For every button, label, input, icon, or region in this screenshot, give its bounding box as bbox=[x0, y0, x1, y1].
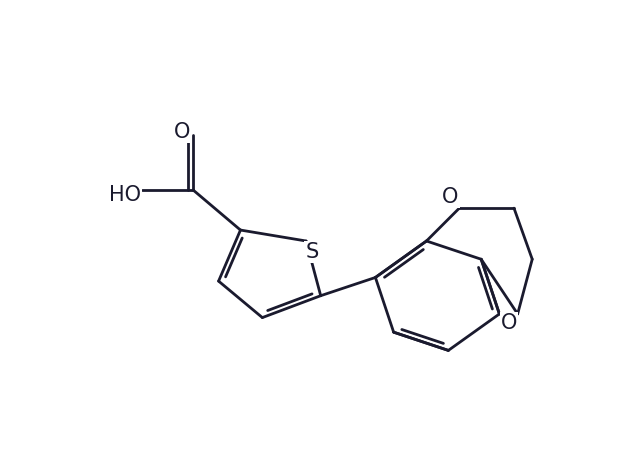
Text: S: S bbox=[305, 242, 319, 262]
Text: O: O bbox=[442, 187, 459, 207]
Text: HO: HO bbox=[109, 185, 141, 205]
Text: O: O bbox=[500, 313, 517, 333]
Text: O: O bbox=[174, 122, 190, 141]
